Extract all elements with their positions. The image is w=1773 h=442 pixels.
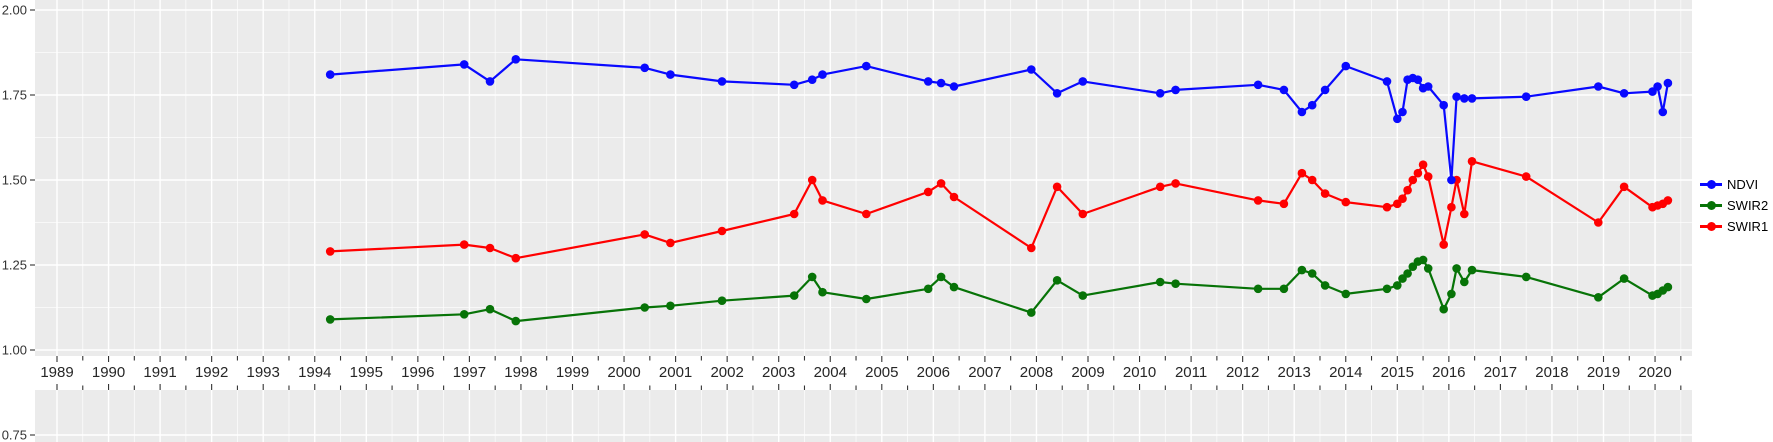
- x-tick-label: 1997: [453, 364, 486, 381]
- y-tick-label: 1.00: [2, 343, 27, 358]
- point-swatch-icon: [1706, 179, 1716, 189]
- legend-label-swir2: SWIR2: [1727, 197, 1769, 213]
- legend-item-swir2[interactable]: SWIR2: [1700, 197, 1768, 213]
- series-swir1: [325, 157, 1673, 263]
- x-tick-label: 2015: [1381, 364, 1414, 381]
- series-ndvi: [325, 55, 1673, 185]
- series-swir2: [325, 255, 1673, 326]
- y-tick-label: 1.50: [2, 173, 27, 188]
- x-tick-label: 2003: [762, 364, 795, 381]
- x-tick-label: 2001: [659, 364, 692, 381]
- x-tick-label: 2006: [917, 364, 950, 381]
- legend: NDVI SWIR2 SWIR1: [1700, 176, 1769, 234]
- y-tick-label: 1.75: [2, 88, 27, 103]
- x-tick-label: 1996: [401, 364, 434, 381]
- x-tick-label: 2000: [607, 364, 640, 381]
- point-swatch-icon: [1706, 221, 1716, 231]
- y-tick-label: 2.00: [2, 3, 27, 18]
- x-tick-label: 1995: [350, 364, 383, 381]
- x-tick-label: 2008: [1020, 364, 1053, 381]
- x-tick-label: 2012: [1226, 364, 1259, 381]
- legend-key-swir2: [1700, 198, 1722, 212]
- x-tick-label: 2002: [710, 364, 743, 381]
- legend-label-ndvi: NDVI: [1727, 176, 1759, 192]
- x-tick-label: 2017: [1484, 364, 1517, 381]
- x-tick-label: 2018: [1535, 364, 1568, 381]
- x-tick-label: 1992: [195, 364, 228, 381]
- x-tick-label: 2013: [1278, 364, 1311, 381]
- x-tick-label: 1990: [92, 364, 125, 381]
- legend-label-swir1: SWIR1: [1727, 218, 1769, 234]
- legend-item-ndvi[interactable]: NDVI: [1700, 176, 1768, 192]
- legend-item-swir1[interactable]: SWIR1: [1700, 218, 1768, 234]
- x-tick-label: 2009: [1071, 364, 1104, 381]
- x-tick-label: 2007: [968, 364, 1001, 381]
- x-tick-label: 2010: [1123, 364, 1156, 381]
- legend-key-swir1: [1700, 219, 1722, 233]
- x-tick-label: 2005: [865, 364, 898, 381]
- y-axis-labels: 2.00 1.75 1.50 1.25 1.00 0.75: [2, 3, 27, 442]
- x-tick-label: 1991: [143, 364, 176, 381]
- x-tick-label: 2019: [1587, 364, 1620, 381]
- x-tick-label: 2011: [1175, 364, 1207, 381]
- x-axis-labels: 1989 1990 1991 1992 1993 1994 1995 1996 1997 1998…: [40, 364, 1671, 381]
- x-tick-label: 1994: [298, 364, 331, 381]
- x-tick-label: 1998: [504, 364, 537, 381]
- y-tick-label: 1.25: [2, 258, 27, 273]
- axis-ticks: [30, 9, 1682, 436]
- x-tick-label: 2020: [1638, 364, 1671, 381]
- x-tick-label: 1999: [556, 364, 589, 381]
- x-tick-label: 2016: [1432, 364, 1465, 381]
- x-tick-label: 1989: [40, 364, 73, 381]
- x-tick-label: 2004: [814, 364, 847, 381]
- legend-key-ndvi: [1700, 177, 1722, 191]
- x-tick-label: 1993: [247, 364, 280, 381]
- x-tick-label: 2014: [1329, 364, 1362, 381]
- y-tick-label: 0.75: [2, 428, 27, 442]
- point-swatch-icon: [1706, 200, 1716, 210]
